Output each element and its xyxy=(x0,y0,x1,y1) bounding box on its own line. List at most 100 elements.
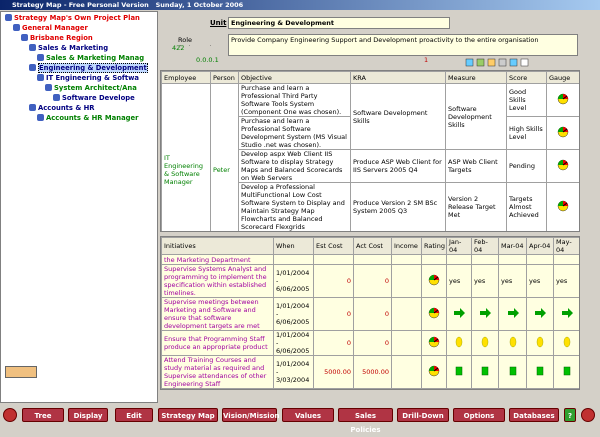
button[interactable]: Options xyxy=(453,408,505,422)
score: High Skills Level xyxy=(506,116,547,150)
tree-node[interactable]: Brisbane Region xyxy=(21,34,93,43)
month: yes xyxy=(446,264,472,298)
column-header: May-04 xyxy=(553,237,579,255)
node-icon xyxy=(53,94,60,101)
column-header: When xyxy=(273,237,314,255)
node-label: Strategy Map's Own Project Plan xyxy=(14,14,140,22)
tree-node[interactable]: IT Engineering & Softwa xyxy=(37,74,139,83)
header-row: Employee Person Objective KRA Measure Score Ga… xyxy=(161,71,579,84)
node-label: Sales & Marketing xyxy=(38,44,109,52)
cell xyxy=(471,388,499,389)
objective: Develop a Professional MultiFunctional L… xyxy=(238,182,351,231)
act-cost: 0 xyxy=(353,264,392,298)
table: Employee Person Objective KRA Measure Score Ga… xyxy=(161,71,579,231)
month xyxy=(498,297,527,331)
column-header: Initiatives xyxy=(161,237,274,255)
objective: Purchase and learn a Professional Third … xyxy=(238,83,351,117)
column-header: Mar-04 xyxy=(498,237,527,255)
income xyxy=(391,254,422,265)
icon-shape xyxy=(563,336,570,348)
row: Purchase and learn a Professional Softwa… xyxy=(162,116,579,150)
close-button[interactable] xyxy=(3,408,17,422)
icon xyxy=(509,366,516,376)
month xyxy=(446,330,472,356)
score: Targets Almost Achieved xyxy=(506,182,547,231)
icon xyxy=(557,200,569,212)
node-label: General Manager xyxy=(22,24,88,32)
initiative: Supervise meetings between Marketing and… xyxy=(161,297,274,331)
score: Good Skills Level xyxy=(506,83,547,117)
icon-shape xyxy=(509,366,516,376)
cell xyxy=(421,388,447,389)
icon-shape xyxy=(558,94,563,99)
button[interactable]: Tree xyxy=(22,408,64,422)
tree-node[interactable]: Strategy Map's Own Project Plan xyxy=(5,14,140,23)
month xyxy=(526,254,554,265)
tree-node[interactable]: Sales & Marketing xyxy=(29,44,108,53)
objective: Purchase and learn a Professional Softwa… xyxy=(238,116,351,150)
icon xyxy=(535,308,546,318)
icon-shape xyxy=(563,366,570,376)
month xyxy=(526,355,554,389)
rating xyxy=(421,297,447,331)
tree-node[interactable]: Engineering & Development xyxy=(29,63,148,73)
month xyxy=(498,330,527,356)
app-title: Strategy Map - Free Personal Version xyxy=(12,1,149,9)
icon xyxy=(428,307,440,319)
when: 1/01/2004 - 6/06/2005 xyxy=(273,297,314,331)
gauge xyxy=(546,149,579,183)
tree-node[interactable]: General Manager xyxy=(13,24,88,33)
node-icon xyxy=(5,14,12,21)
tree-node[interactable]: Accounts & HR xyxy=(29,104,95,113)
act-cost: 0 xyxy=(353,297,392,331)
cell xyxy=(553,388,579,389)
icon-shape xyxy=(429,308,434,313)
button[interactable]: Databases xyxy=(509,408,559,422)
button[interactable]: Display xyxy=(68,408,108,422)
button[interactable]: Sales Policies xyxy=(338,408,393,434)
objectives-grid: Employee Person Objective KRA Measure Score Ga… xyxy=(160,70,580,232)
icon-shape xyxy=(562,128,568,133)
tree-node[interactable]: Accounts & HR Manager xyxy=(37,114,139,123)
icon-shape xyxy=(536,336,544,348)
button[interactable]: Drill-Down xyxy=(397,408,449,422)
button[interactable]: Strategy Map xyxy=(158,408,218,422)
node-label: System Architect/Ana xyxy=(54,84,137,92)
month xyxy=(553,254,579,265)
icon-shape xyxy=(481,366,489,376)
icon-shape xyxy=(562,161,568,166)
month xyxy=(471,297,499,331)
role-label: Role Statement xyxy=(178,36,212,46)
button[interactable]: Values xyxy=(282,408,334,422)
unit-field[interactable]: Engineering & Development xyxy=(228,17,450,29)
icon-shape xyxy=(562,95,568,100)
tree-node[interactable]: Software Develope xyxy=(53,94,135,103)
est-cost xyxy=(313,254,354,265)
icon xyxy=(536,336,544,348)
totals-label: TOTALS xyxy=(161,388,274,389)
income xyxy=(391,330,422,356)
node-icon xyxy=(29,104,36,111)
role-field[interactable]: Provide Company Engineering Support and … xyxy=(228,34,578,56)
tree-node[interactable]: System Architect/Ana xyxy=(45,84,137,93)
node-icon xyxy=(45,84,52,91)
button[interactable]: ? xyxy=(564,408,576,422)
initiative: Supervise Systems Analyst and programmin… xyxy=(161,264,274,298)
income xyxy=(391,355,422,389)
icon-shape xyxy=(558,201,563,206)
month xyxy=(471,355,499,389)
icon xyxy=(428,365,440,377)
column-header: Income xyxy=(391,237,422,255)
button[interactable]: Vision/Mission xyxy=(222,408,280,422)
icons xyxy=(465,58,529,67)
cell xyxy=(273,388,314,389)
cell xyxy=(498,388,527,389)
initiative: Attend Training Courses and study materi… xyxy=(161,355,274,389)
exit-button[interactable] xyxy=(581,408,595,422)
month xyxy=(498,254,527,265)
tree-node[interactable]: Sales & Marketing Manag xyxy=(37,54,144,63)
month: yes xyxy=(471,264,499,298)
icon xyxy=(509,336,516,348)
button[interactable]: Edit xyxy=(115,408,153,422)
month xyxy=(446,254,472,265)
